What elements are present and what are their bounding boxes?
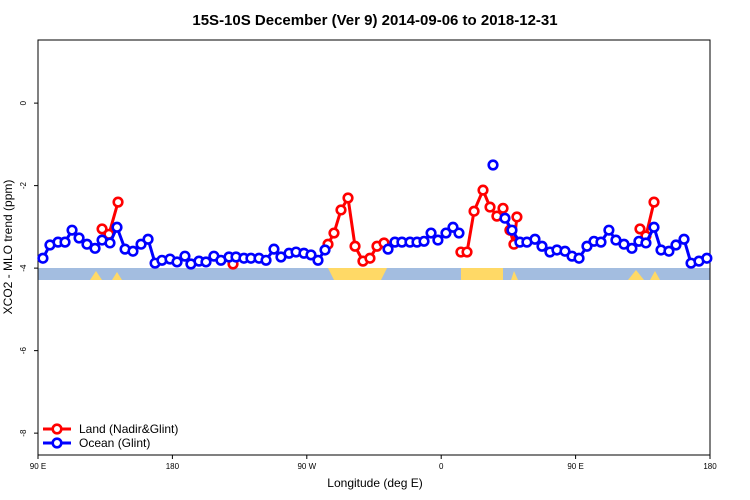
point bbox=[342, 192, 354, 204]
point bbox=[127, 245, 139, 257]
point bbox=[425, 227, 437, 239]
point bbox=[477, 184, 489, 196]
point bbox=[364, 252, 376, 264]
point bbox=[200, 256, 212, 268]
point bbox=[487, 159, 499, 171]
x-tick-label: 0 bbox=[439, 462, 444, 471]
point bbox=[328, 227, 340, 239]
point bbox=[640, 237, 652, 249]
legend-marker bbox=[51, 423, 63, 435]
point bbox=[335, 204, 347, 216]
point bbox=[319, 244, 331, 256]
point bbox=[603, 224, 615, 236]
legend-label: Land (Nadir&Glint) bbox=[79, 422, 178, 436]
point bbox=[104, 237, 116, 249]
x-tick-label: 90 W bbox=[297, 462, 316, 471]
point bbox=[59, 236, 71, 248]
point bbox=[453, 227, 465, 239]
point bbox=[648, 221, 660, 233]
point bbox=[66, 224, 78, 236]
x-tick-label: 180 bbox=[703, 462, 717, 471]
point bbox=[581, 240, 593, 252]
chart-title: 15S-10S December (Ver 9) 2014-09-06 to 2… bbox=[192, 12, 557, 29]
point bbox=[634, 223, 646, 235]
point bbox=[142, 233, 154, 245]
x-tick-label: 90 E bbox=[30, 462, 46, 471]
point bbox=[37, 252, 49, 264]
point bbox=[312, 254, 324, 266]
point bbox=[595, 236, 607, 248]
point bbox=[506, 224, 518, 236]
point bbox=[468, 205, 480, 217]
point bbox=[112, 196, 124, 208]
point bbox=[670, 239, 682, 251]
y-tick-label: -8 bbox=[19, 429, 28, 437]
point bbox=[260, 254, 272, 266]
x-tick-label: 180 bbox=[166, 462, 180, 471]
point bbox=[559, 245, 571, 257]
y-tick-label: 0 bbox=[19, 100, 28, 105]
point bbox=[89, 242, 101, 254]
point bbox=[432, 234, 444, 246]
y-tick-label: -2 bbox=[19, 182, 28, 190]
point bbox=[497, 202, 509, 214]
y-tick-label: -4 bbox=[19, 264, 28, 272]
x-axis-label: Longitude (deg E) bbox=[327, 476, 422, 490]
point bbox=[171, 256, 183, 268]
point bbox=[529, 233, 541, 245]
point bbox=[305, 249, 317, 261]
point bbox=[461, 246, 473, 258]
y-axis-label: XCO2 - MLO trend (ppm) bbox=[1, 180, 15, 315]
point bbox=[511, 211, 523, 223]
plot-frame bbox=[37, 39, 711, 456]
point bbox=[648, 196, 660, 208]
point bbox=[626, 242, 638, 254]
point bbox=[73, 232, 85, 244]
point bbox=[701, 252, 713, 264]
point bbox=[268, 243, 280, 255]
point bbox=[663, 245, 675, 257]
point bbox=[349, 240, 361, 252]
point bbox=[111, 221, 123, 233]
legend-marker bbox=[51, 437, 63, 449]
point bbox=[536, 240, 548, 252]
point bbox=[418, 235, 430, 247]
point bbox=[499, 212, 511, 224]
point bbox=[440, 227, 452, 239]
surface-strip bbox=[38, 268, 710, 280]
point bbox=[135, 238, 147, 250]
x-tick-label: 90 E bbox=[567, 462, 583, 471]
point bbox=[96, 223, 108, 235]
point bbox=[382, 243, 394, 255]
point bbox=[484, 201, 496, 213]
point bbox=[678, 233, 690, 245]
legend-label: Ocean (Glint) bbox=[79, 436, 150, 450]
point bbox=[573, 252, 585, 264]
y-tick-label: -6 bbox=[19, 347, 28, 355]
point bbox=[179, 250, 191, 262]
